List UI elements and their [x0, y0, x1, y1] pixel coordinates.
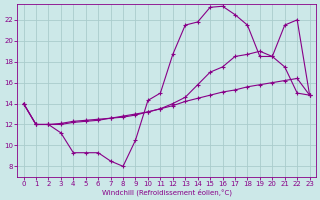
X-axis label: Windchill (Refroidissement éolien,°C): Windchill (Refroidissement éolien,°C) [101, 188, 232, 196]
